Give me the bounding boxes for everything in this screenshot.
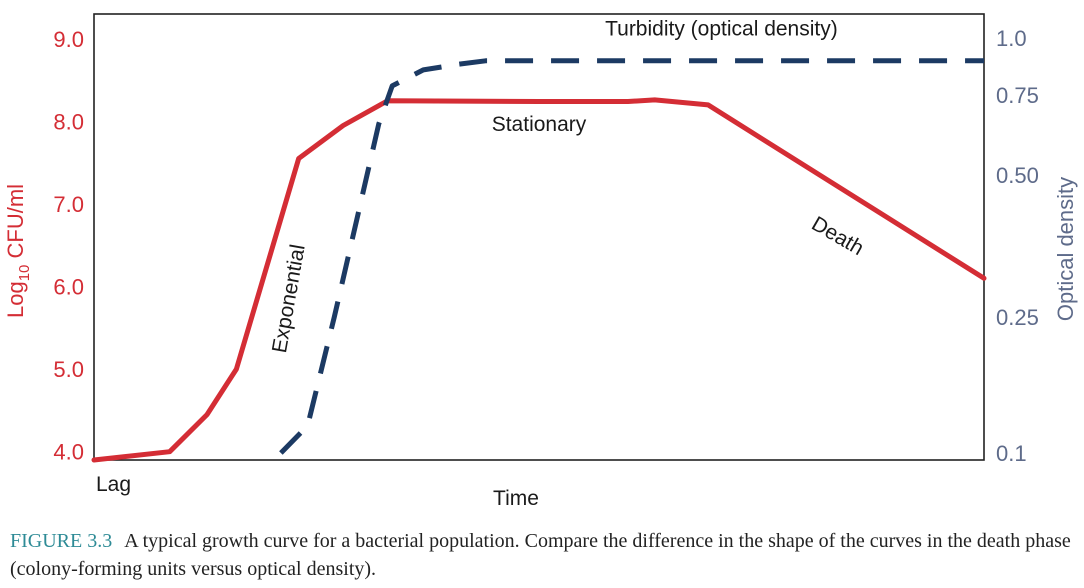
right-tick-label: 0.75 [996, 83, 1039, 108]
left-tick-label: 8.0 [53, 109, 84, 134]
right-tick-label: 0.50 [996, 163, 1039, 188]
figure-label: FIGURE 3.3 [10, 530, 113, 552]
annotation-label: Stationary [492, 113, 587, 136]
series-layer [91, 58, 987, 463]
left-tick-label: 5.0 [53, 357, 84, 382]
left-tick-label: 6.0 [53, 275, 84, 300]
left-tick-label: 9.0 [53, 27, 84, 52]
left-axis: 4.0 5.0 6.0 7.0 8.0 9.0 Log10 CFU/ml [3, 27, 84, 465]
x-axis-label: Time [493, 487, 539, 510]
figure-caption: FIGURE 3.3 A typical growth curve for a b… [10, 527, 1078, 583]
plot-frame [93, 13, 985, 461]
left-axis-label: Log10 CFU/ml [3, 184, 33, 318]
plot-border [93, 13, 985, 461]
left-tick-label: 7.0 [53, 192, 84, 217]
annotation-layer: Turbidity (optical density) Stationary Exp… [268, 18, 868, 355]
right-tick-label: 0.1 [996, 441, 1027, 466]
left-tick-label: 4.0 [53, 440, 84, 465]
right-axis-label: Optical density [1053, 177, 1078, 321]
right-axis: 0.1 0.25 0.50 0.75 1.0 Optical density [996, 26, 1078, 466]
caption-text: A typical growth curve for a bacterial p… [10, 530, 1071, 580]
turbidity-series-line [279, 58, 984, 455]
annotation-label: Death [808, 212, 868, 260]
lag-label: Lag [96, 473, 131, 496]
annotation-label: Exponential [268, 243, 310, 355]
right-tick-label: 0.25 [996, 305, 1039, 330]
right-tick-label: 1.0 [996, 26, 1027, 51]
annotation-label: Turbidity (optical density) [605, 18, 838, 41]
cfu-series-line [91, 97, 987, 463]
